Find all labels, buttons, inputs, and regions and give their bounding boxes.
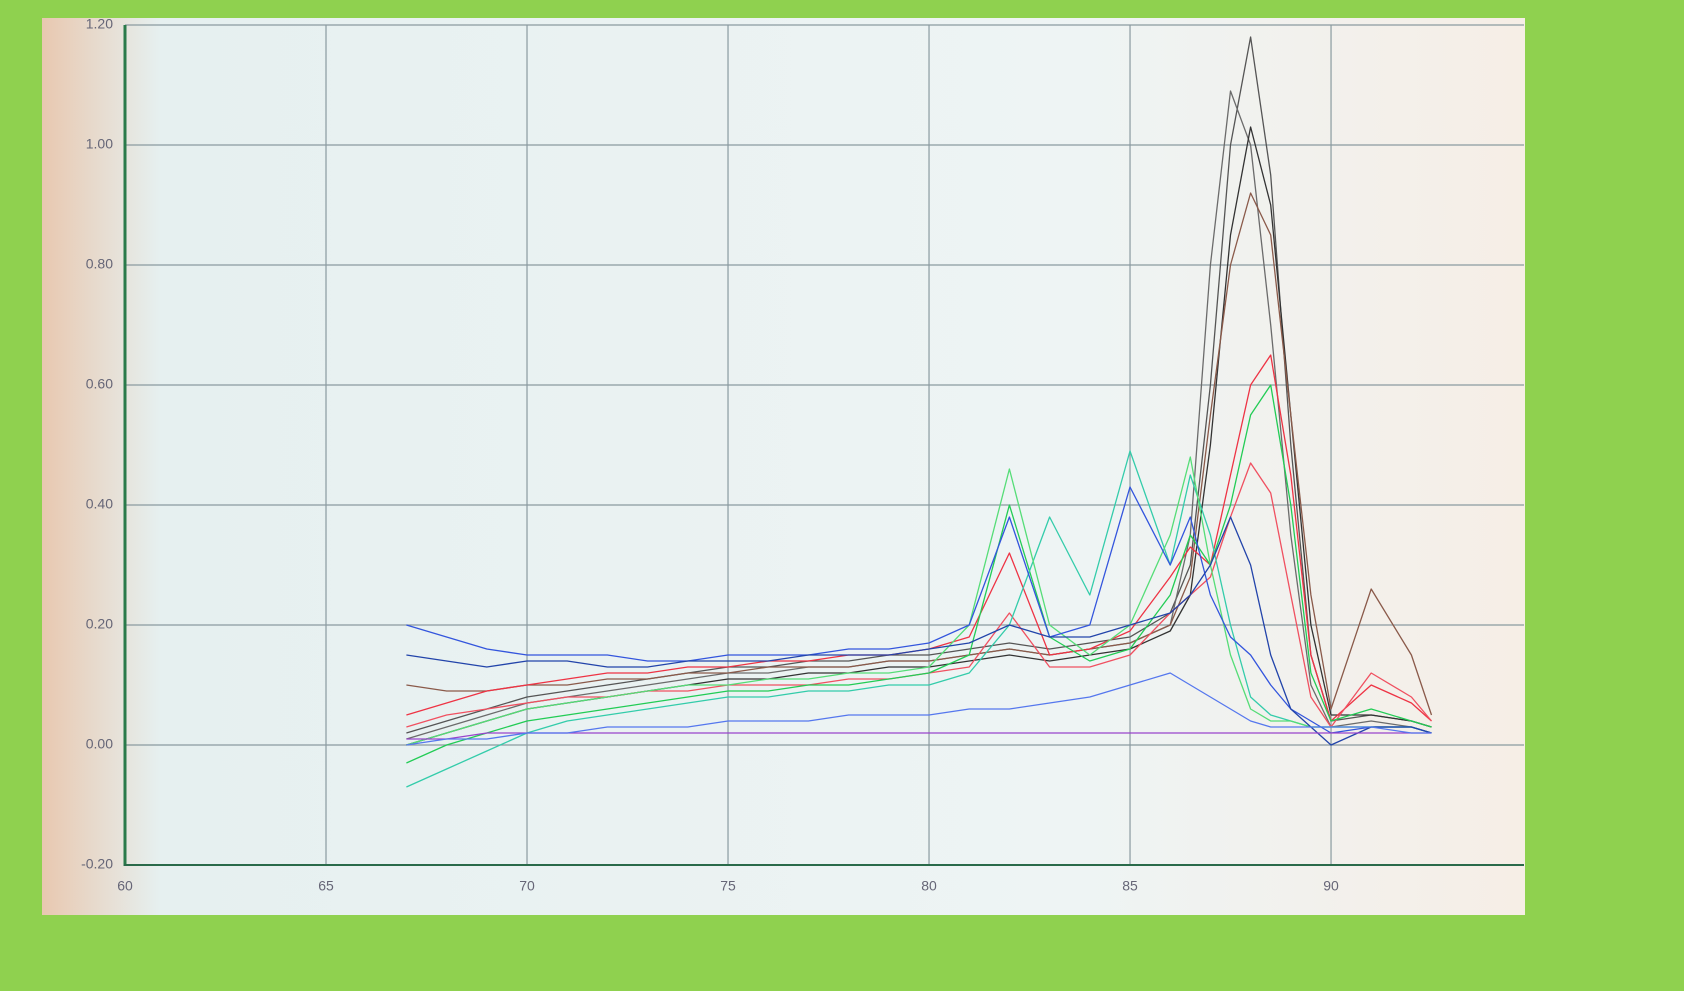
x-tick-label: 85 xyxy=(1122,878,1138,894)
y-tick-label: -0.20 xyxy=(81,856,113,872)
y-tick-label: 1.00 xyxy=(86,136,113,152)
y-tick-label: 0.40 xyxy=(86,496,113,512)
x-tick-label: 75 xyxy=(720,878,736,894)
y-tick-label: 0.60 xyxy=(86,376,113,392)
x-tick-label: 90 xyxy=(1323,878,1339,894)
y-tick-label: 0.20 xyxy=(86,616,113,632)
x-tick-label: 80 xyxy=(921,878,937,894)
x-tick-label: 60 xyxy=(117,878,133,894)
y-tick-label: 0.80 xyxy=(86,256,113,272)
chart: -0.20 0.00 0.20 0.40 0.60 0.80 1.00 1.20 60 65 70 7… xyxy=(0,0,1684,991)
page: {"chart_data": {"type": "line", "x": [67… xyxy=(0,0,1684,991)
x-tick-label: 65 xyxy=(318,878,334,894)
x-tick-label: 70 xyxy=(519,878,535,894)
y-tick-label: 1.20 xyxy=(86,16,113,32)
screen xyxy=(42,18,1525,915)
y-tick-label: 0.00 xyxy=(86,736,113,752)
